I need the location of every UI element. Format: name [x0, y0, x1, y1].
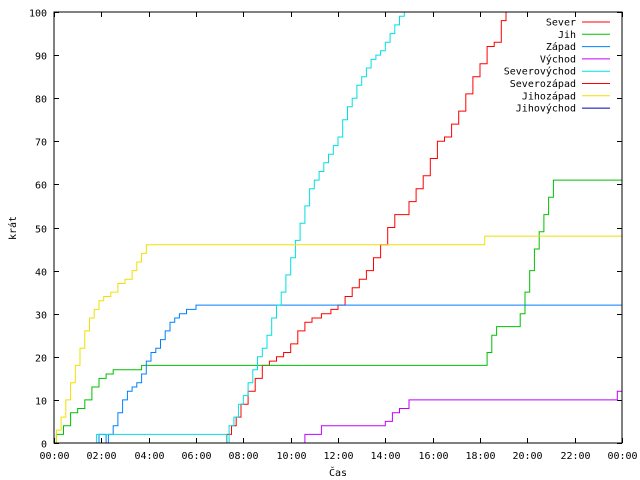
y-tick-label: 100	[29, 9, 47, 20]
legend: SeverJihZápadVýchodSeverovýchodSeverozáp…	[504, 18, 610, 115]
x-tick-label: 18:00	[465, 451, 495, 462]
x-tick-label: 14:00	[370, 451, 400, 462]
x-tick-label: 22:00	[560, 451, 590, 462]
x-tick-label: 00:00	[607, 451, 637, 462]
y-tick-label: 40	[35, 268, 47, 279]
legend-label: Jihozápad	[522, 90, 576, 102]
x-tick-label: 06:00	[181, 451, 211, 462]
series-line-2	[96, 304, 622, 444]
y-tick-label: 90	[35, 52, 47, 63]
x-tick-label: 12:00	[323, 451, 353, 462]
y-tick-label: 70	[35, 138, 47, 149]
series-line-1	[54, 179, 622, 444]
legend-label: Jihovýchod	[516, 103, 576, 115]
x-tick-label: 04:00	[134, 451, 164, 462]
y-tick-label: 0	[41, 440, 47, 451]
legend-label: Sever	[546, 18, 576, 29]
y-tick-label: 80	[35, 95, 47, 106]
y-axis-label: krát	[7, 216, 19, 240]
series-line-3	[300, 390, 622, 444]
x-tick-label: 08:00	[228, 451, 258, 462]
legend-label: Severovýchod	[504, 66, 576, 78]
x-axis-label: Čas	[329, 466, 347, 479]
series-line-4	[96, 12, 405, 444]
y-tick-label: 20	[35, 354, 47, 365]
plot-frame	[53, 11, 623, 444]
x-tick-label: 20:00	[512, 451, 542, 462]
axes: 0 10 20 30 40 50 60 70 80 90 100 00:00 02:00 04:00 06:…	[29, 9, 638, 463]
x-tick-label: 00:00	[39, 451, 69, 462]
legend-label: Západ	[546, 41, 576, 53]
x-tick-label: 10:00	[276, 451, 306, 462]
series-lines	[54, 12, 622, 444]
y-tick-label: 50	[35, 225, 47, 236]
legend-label: Jih	[558, 30, 576, 41]
y-tick-label: 10	[35, 397, 47, 408]
legend-label: Východ	[540, 53, 576, 65]
x-tick-label: 02:00	[86, 451, 116, 462]
series-line-0	[222, 12, 507, 444]
legend-label: Severozápad	[510, 78, 576, 90]
series-line-6	[54, 235, 622, 444]
x-tick-label: 16:00	[418, 451, 448, 462]
y-tick-label: 60	[35, 181, 47, 192]
y-tick-label: 30	[35, 311, 47, 322]
